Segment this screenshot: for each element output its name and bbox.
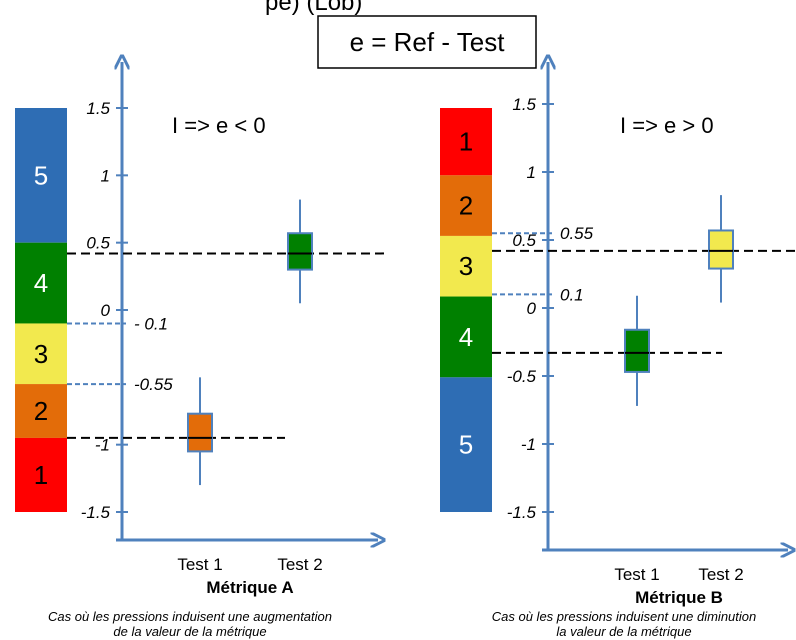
y-tick-label: 0.5: [512, 231, 536, 250]
category-label: Test 1: [614, 565, 659, 584]
metric-title: Métrique B: [635, 588, 723, 607]
top-fragment-text: pe) (Lob): [265, 0, 362, 16]
class-label: 3: [34, 339, 48, 369]
class-band-1: [440, 108, 492, 176]
class-label: 3: [459, 251, 473, 281]
class-label: 5: [459, 430, 473, 460]
caption-line-1: Cas où les pressions induisent une dimin…: [492, 609, 757, 624]
y-tick-label: 1.5: [512, 95, 536, 114]
class-label: 5: [34, 160, 48, 190]
panel-metrique-b: 1 2 3 4 5 1.5 1 0.5 0 -0.5 -1 -1.5 0.55 0.1 I => e > 0…: [440, 62, 796, 639]
y-tick-label: 0.5: [86, 234, 110, 253]
threshold-label: - 0.1: [134, 314, 168, 333]
rule-text: I => e < 0: [172, 113, 266, 138]
box-iqr: [287, 232, 313, 271]
box-iqr: [624, 328, 650, 373]
y-tick-label: 0: [101, 301, 111, 320]
caption-line-1: Cas où les pressions induisent une augme…: [48, 609, 332, 624]
y-tick-label: 1.5: [86, 99, 110, 118]
box-iqr: [708, 229, 734, 270]
category-label: Test 2: [698, 565, 743, 584]
y-tick-label: -1.5: [81, 503, 111, 522]
y-tick-label: -1.5: [507, 503, 537, 522]
caption-line-2: de la valeur de la métrique: [113, 624, 266, 639]
y-tick-label: -0.5: [507, 367, 537, 386]
category-label: Test 1: [177, 555, 222, 574]
formula-text: e = Ref - Test: [350, 27, 506, 57]
class-band-5: [440, 377, 492, 512]
class-band-2: [15, 384, 67, 438]
threshold-label: 0.55: [560, 224, 594, 243]
class-label: 1: [459, 127, 473, 157]
class-label: 1: [34, 460, 48, 490]
class-band-2: [440, 175, 492, 236]
category-label: Test 2: [277, 555, 322, 574]
y-tick-label: -1: [95, 436, 110, 455]
metric-title: Métrique A: [206, 578, 293, 597]
threshold-label: -0.55: [134, 375, 173, 394]
class-band-1: [15, 437, 67, 512]
threshold-label: 0.1: [560, 285, 584, 304]
class-label: 2: [34, 396, 48, 426]
class-label: 2: [459, 191, 473, 221]
class-band-5: [15, 108, 67, 243]
rule-text: I => e > 0: [620, 113, 714, 138]
caption-line-2: la valeur de la métrique: [556, 624, 691, 639]
class-band-4: [15, 242, 67, 324]
class-label: 4: [459, 322, 473, 352]
box-iqr: [187, 412, 213, 453]
class-band-3: [15, 323, 67, 385]
class-label: 4: [34, 268, 48, 298]
panel-metrique-a: 5 4 3 2 1 1.5 1 0.5 0 -1 -1.5 - 0.1 -0.55 I => e < 0 T…: [15, 62, 385, 639]
formula-box: [317, 15, 537, 69]
y-tick-label: 1: [101, 166, 110, 185]
class-band-4: [440, 296, 492, 378]
y-tick-label: 1: [527, 163, 536, 182]
y-tick-label: 0: [527, 299, 537, 318]
class-band-3: [440, 235, 492, 297]
y-tick-label: -1: [521, 435, 536, 454]
